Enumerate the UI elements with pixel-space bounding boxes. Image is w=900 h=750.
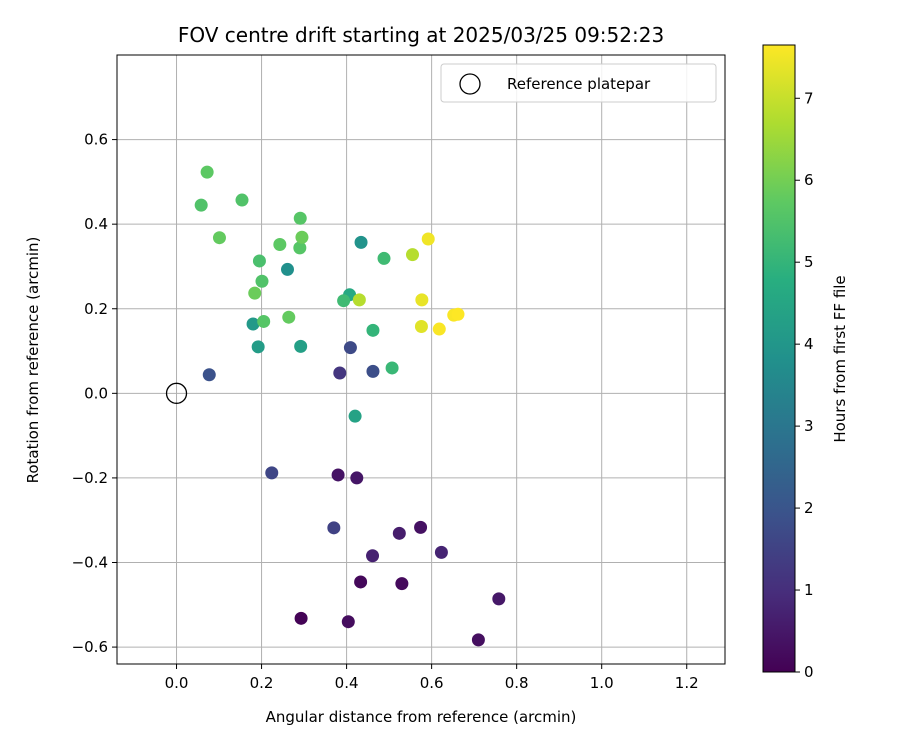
data-point — [200, 165, 214, 179]
x-axis-label: Angular distance from reference (arcmin) — [266, 708, 577, 726]
data-point — [202, 368, 216, 382]
data-point — [415, 293, 429, 307]
colorbar-gradient — [762, 44, 796, 673]
x-tick-label: 0.0 — [165, 674, 189, 692]
colorbar-tick-label: 6 — [804, 171, 814, 189]
colorbar-tick-label: 0 — [804, 663, 814, 681]
y-tick-label: −0.4 — [72, 554, 108, 572]
y-tick-label: 0.6 — [84, 131, 108, 149]
x-axis-ticks: 0.0 0.2 0.4 0.6 0.8 1.0 1.2 — [165, 664, 699, 692]
data-point — [432, 322, 446, 336]
data-point — [194, 198, 208, 212]
legend: Reference platepar — [440, 63, 717, 103]
x-tick-label: 0.6 — [420, 674, 444, 692]
data-point — [252, 254, 266, 268]
data-point — [392, 526, 406, 540]
y-axis-label: Rotation from reference (arcmin) — [24, 237, 42, 484]
colorbar-tick-label: 7 — [804, 89, 814, 107]
x-tick-label: 1.0 — [590, 674, 614, 692]
scatter-points — [194, 165, 506, 647]
legend-box — [440, 63, 717, 103]
legend-reference-marker — [459, 73, 481, 95]
plot-frame — [116, 54, 726, 665]
data-point — [348, 409, 362, 423]
data-point — [350, 471, 364, 485]
data-point — [246, 317, 260, 331]
data-point — [492, 592, 506, 606]
colorbar-tick-label: 3 — [804, 417, 814, 435]
colorbar-label: Hours from first FF file — [831, 275, 849, 442]
data-point — [421, 232, 435, 246]
data-point — [366, 364, 380, 378]
data-point — [333, 366, 347, 380]
y-tick-label: −0.2 — [72, 469, 108, 487]
data-point — [280, 262, 294, 276]
data-point — [405, 248, 419, 262]
x-tick-label: 0.2 — [250, 674, 274, 692]
data-point — [282, 310, 296, 324]
data-point — [377, 251, 391, 265]
colorbar-ticks: 0 1 2 3 4 5 6 7 — [795, 89, 814, 681]
data-point — [294, 339, 308, 353]
y-tick-label: 0.4 — [84, 215, 108, 233]
data-point — [354, 235, 368, 249]
data-point — [235, 193, 249, 207]
data-point — [352, 293, 366, 307]
data-point — [343, 341, 357, 355]
x-tick-label: 0.4 — [335, 674, 359, 692]
data-point — [331, 468, 345, 482]
x-tick-label: 1.2 — [675, 674, 699, 692]
data-point — [327, 521, 341, 535]
data-point — [366, 323, 380, 337]
colorbar-tick-label: 2 — [804, 499, 814, 517]
data-point — [451, 307, 465, 321]
data-point — [265, 466, 279, 480]
data-point — [354, 575, 368, 589]
colorbar-tick-label: 4 — [804, 335, 814, 353]
y-axis-ticks: −0.6 −0.4 −0.2 0.0 0.2 0.4 0.6 — [72, 131, 117, 656]
legend-label: Reference platepar — [507, 75, 651, 93]
data-point — [414, 520, 428, 534]
x-tick-label: 0.8 — [505, 674, 529, 692]
y-tick-label: −0.6 — [72, 638, 108, 656]
reference-point — [165, 382, 188, 404]
data-point — [434, 545, 448, 559]
data-point — [414, 320, 428, 334]
data-point — [395, 577, 409, 591]
data-point — [273, 237, 287, 251]
data-point — [212, 231, 226, 245]
data-point — [366, 549, 380, 563]
colorbar-tick-label: 5 — [804, 253, 814, 271]
y-tick-label: 0.0 — [84, 384, 108, 402]
data-point — [251, 340, 265, 354]
data-point — [341, 615, 355, 629]
reference-marker — [165, 382, 188, 404]
data-point — [293, 211, 307, 225]
data-point — [248, 286, 262, 300]
colorbar-tick-label: 1 — [804, 581, 814, 599]
data-point — [471, 633, 485, 647]
grid-lines — [117, 55, 725, 664]
data-point — [255, 274, 269, 288]
data-point — [337, 294, 351, 308]
data-point — [295, 230, 309, 244]
data-point — [257, 314, 271, 328]
data-point — [385, 361, 399, 375]
data-point — [293, 241, 307, 255]
colorbar: 0 1 2 3 4 5 6 7 Hours from first FF file — [762, 44, 849, 681]
data-point — [294, 611, 308, 625]
chart-title: FOV centre drift starting at 2025/03/25 … — [178, 23, 664, 47]
y-tick-label: 0.2 — [84, 300, 108, 318]
